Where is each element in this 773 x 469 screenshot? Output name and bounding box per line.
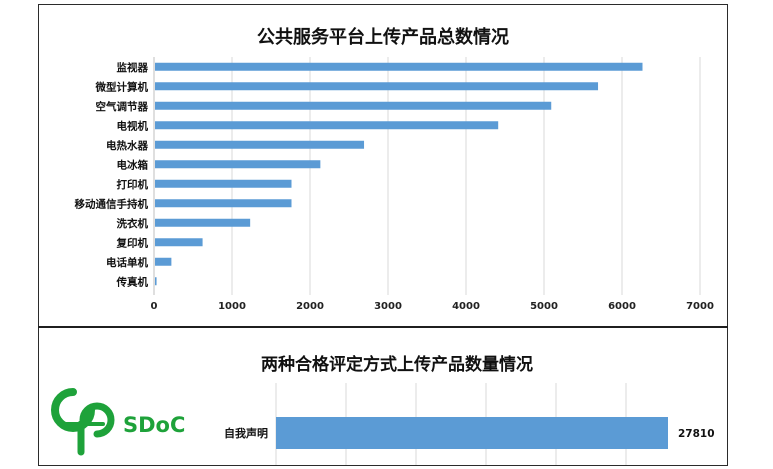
- bar: [155, 218, 251, 227]
- x-tick-label: 1000: [218, 301, 246, 312]
- bar: [155, 82, 599, 91]
- bar: [155, 160, 321, 169]
- bar: [276, 417, 668, 449]
- chart-frame: 公共服务平台上传产品总数情况 0 1000 2000 3000 4000 5000 6000…: [38, 4, 728, 466]
- x-tick-label: 4000: [452, 301, 480, 312]
- chart2-title: 两种合格评定方式上传产品数量情况: [261, 355, 533, 375]
- category-label: 电热水器: [106, 139, 148, 152]
- category-label: 移动通信手持机: [75, 197, 149, 210]
- bar: [155, 121, 499, 130]
- sdoc-logo: SDoC: [51, 388, 185, 456]
- category-label: 洗衣机: [117, 217, 149, 230]
- category-label: 打印机: [117, 178, 149, 191]
- category-label: 监视器: [117, 61, 149, 74]
- category-label: 电视机: [117, 119, 149, 132]
- bar: [155, 62, 643, 71]
- category-label: 空气调节器: [96, 100, 149, 113]
- bar: [155, 238, 203, 247]
- bar: [155, 179, 292, 188]
- section-divider: [38, 326, 728, 328]
- category-label: 微型计算机: [95, 80, 149, 93]
- category-label: 复印机: [116, 236, 149, 249]
- chart1-plot: 0 1000 2000 3000 4000 5000 6000 7000 监视器微型计算机空气调…: [75, 57, 714, 312]
- bar: [155, 257, 172, 266]
- x-tick-label: 2000: [296, 301, 324, 312]
- category-label: 自我声明: [224, 426, 268, 440]
- logo-text: SDoC: [123, 413, 185, 437]
- x-tick-label: 0: [151, 301, 158, 312]
- category-label: 电话单机: [106, 256, 148, 269]
- category-label: 电冰箱: [117, 158, 149, 171]
- data-label: 27810: [678, 428, 715, 440]
- bar: [155, 140, 365, 149]
- x-tick-label: 7000: [686, 301, 714, 312]
- chart1-title: 公共服务平台上传产品总数情况: [257, 27, 509, 48]
- x-tick-label: 5000: [530, 301, 558, 312]
- bar: [155, 101, 552, 110]
- bar: [155, 277, 157, 286]
- x-tick-label: 6000: [608, 301, 636, 312]
- x-tick-label: 3000: [374, 301, 402, 312]
- bar: [155, 199, 292, 208]
- chart2-plot: 自我声明 27810: [224, 383, 715, 465]
- category-label: 传真机: [116, 275, 149, 288]
- logo-mark-icon: [51, 388, 115, 456]
